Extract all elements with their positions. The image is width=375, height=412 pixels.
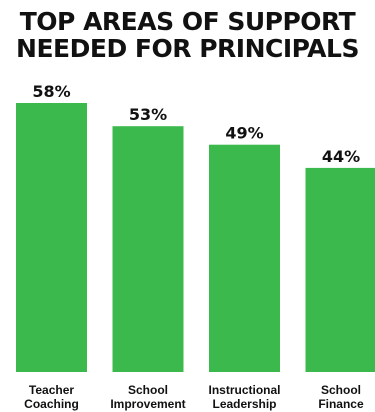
bars-group: [16, 103, 375, 372]
bar-2: [209, 145, 280, 372]
category-label-2-line-0: Instructional: [208, 383, 280, 397]
value-label-0: 58%: [32, 82, 70, 101]
category-label-3-line-1: Finance: [318, 397, 364, 411]
category-label-1-line-0: School: [128, 383, 168, 397]
bar-1: [113, 126, 184, 372]
bar-3: [306, 168, 375, 372]
value-label-1: 53%: [129, 105, 167, 124]
category-label-3: School Finance: [318, 383, 364, 411]
category-label-1: School Improvement: [110, 383, 185, 411]
value-label-3: 44%: [322, 147, 360, 166]
category-label-0-line-0: Teacher: [29, 383, 74, 397]
category-label-1-line-1: Improvement: [110, 397, 185, 411]
category-label-0-line-1: Coaching: [24, 397, 79, 411]
category-label-2: Instructional Leadership: [208, 383, 280, 411]
category-label-3-line-0: School: [321, 383, 361, 397]
value-label-2: 49%: [225, 124, 263, 143]
bar-0: [16, 103, 87, 372]
category-label-2-line-1: Leadership: [212, 397, 276, 411]
category-label-0: Teacher Coaching: [24, 383, 79, 411]
